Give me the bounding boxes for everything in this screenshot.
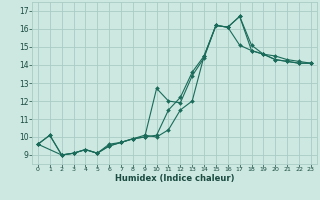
X-axis label: Humidex (Indice chaleur): Humidex (Indice chaleur)	[115, 174, 234, 183]
